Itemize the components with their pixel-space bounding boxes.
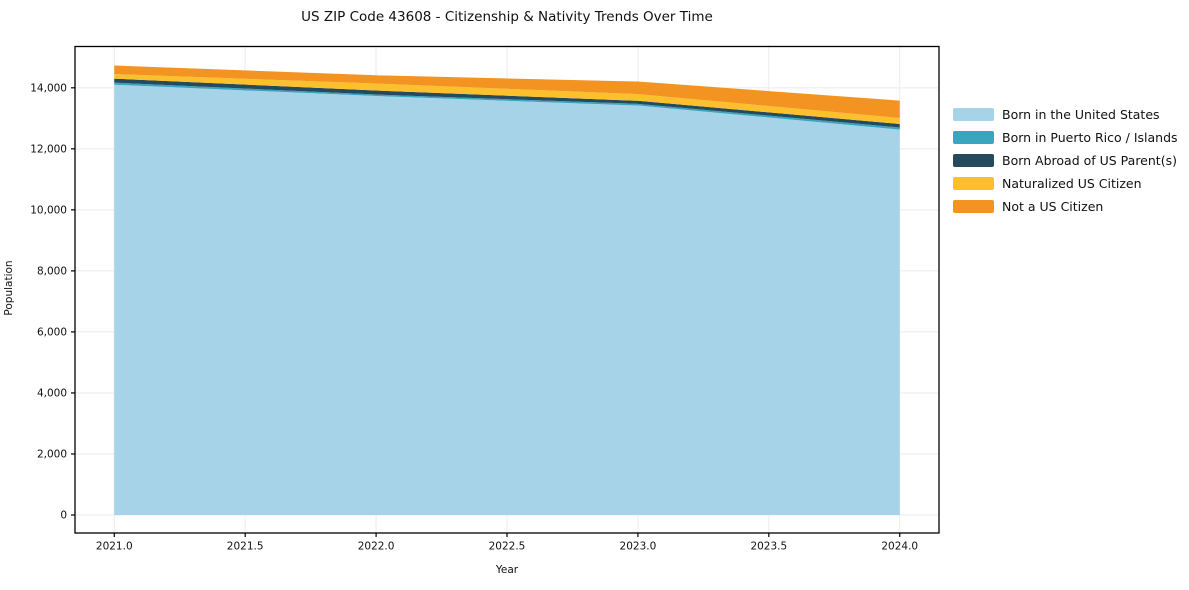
tick-marks <box>71 87 901 537</box>
chart-title: US ZIP Code 43608 - Citizenship & Nativi… <box>301 9 713 25</box>
x-tick-label: 2022.5 <box>489 541 526 553</box>
y-tick-label: 14,000 <box>30 82 67 94</box>
y-tick-label: 0 <box>60 510 67 522</box>
x-tick-label: 2022.0 <box>358 541 395 553</box>
x-tick-label: 2021.5 <box>227 541 264 553</box>
x-tick-label: 2021.0 <box>96 541 133 553</box>
legend-item: Born in the United States <box>953 103 1178 126</box>
legend-swatch-born-puerto-rico <box>953 131 994 144</box>
legend-item: Naturalized US Citizen <box>953 172 1178 195</box>
y-axis-label: Population <box>3 260 15 316</box>
legend-label: Naturalized US Citizen <box>1002 176 1142 191</box>
area-series-2 <box>114 78 900 128</box>
y-tick-label: 4,000 <box>37 388 67 400</box>
y-tick-label: 6,000 <box>37 327 67 339</box>
area-series-0 <box>114 84 900 515</box>
legend-swatch-born-abroad <box>953 154 994 167</box>
legend-item: Not a US Citizen <box>953 195 1178 218</box>
x-axis-label: Year <box>495 564 519 576</box>
legend-swatch-naturalized <box>953 177 994 190</box>
legend-swatch-not-citizen <box>953 200 994 213</box>
legend-swatch-born-in-us <box>953 108 994 121</box>
y-tick-label: 12,000 <box>30 143 67 155</box>
x-tick-label: 2023.5 <box>750 541 787 553</box>
legend-item: Born Abroad of US Parent(s) <box>953 149 1178 172</box>
legend: Born in the United States Born in Puerto… <box>953 103 1178 218</box>
area-series-4 <box>114 65 900 119</box>
y-tick-label: 2,000 <box>37 449 67 461</box>
legend-label: Born Abroad of US Parent(s) <box>1002 153 1177 168</box>
x-tick-label: 2024.0 <box>881 541 918 553</box>
legend-item: Born in Puerto Rico / Islands <box>953 126 1178 149</box>
y-tick-label: 8,000 <box>37 265 67 277</box>
legend-label: Not a US Citizen <box>1002 199 1104 214</box>
y-tick-label: 10,000 <box>30 204 67 216</box>
legend-label: Born in Puerto Rico / Islands <box>1002 130 1178 145</box>
tick-labels: 2021.0 2021.5 2022.0 2022.5 2023.0 2023.5 2024… <box>30 82 918 552</box>
area-series-1 <box>114 82 900 130</box>
area-series-layer <box>114 65 900 515</box>
area-series-3 <box>114 74 900 124</box>
legend-label: Born in the United States <box>1002 107 1160 122</box>
x-tick-label: 2023.0 <box>620 541 657 553</box>
